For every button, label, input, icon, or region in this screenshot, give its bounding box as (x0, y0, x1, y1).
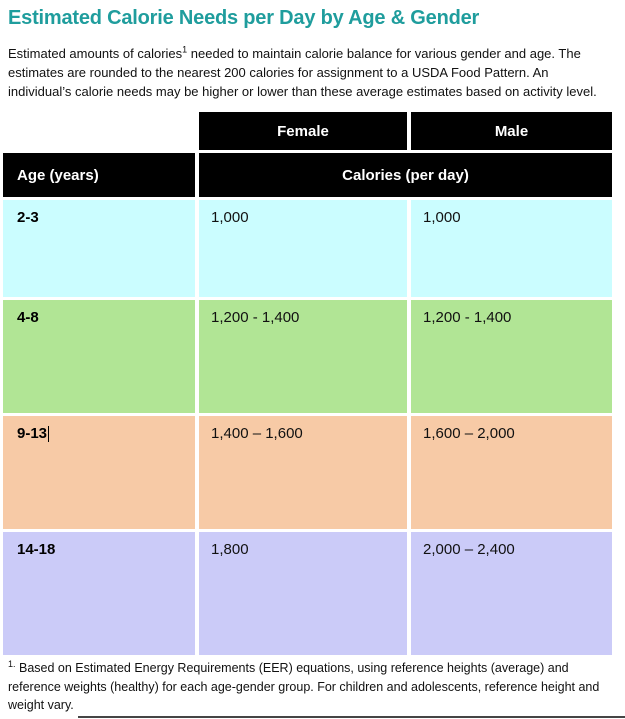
calories-value: 2,000 – 2,400 (423, 541, 515, 558)
bottom-divider-line (78, 716, 625, 718)
column-header-female[interactable]: Female (199, 112, 407, 150)
calories-value: 1,200 - 1,400 (211, 309, 300, 326)
column-header-male[interactable]: Male (411, 112, 612, 150)
male-calories-cell[interactable]: 2,000 – 2,400 (411, 532, 612, 655)
calories-value: 1,600 – 2,000 (423, 425, 515, 442)
age-cell[interactable]: 2-3 (3, 200, 195, 297)
page-title[interactable]: Estimated Calorie Needs per Day by Age &… (8, 7, 480, 29)
text-cursor-caret (48, 426, 50, 442)
calorie-needs-table: Female Male Age (years) Calories (per da… (3, 112, 612, 658)
category-header-row: Age (years) Calories (per day) (3, 153, 612, 197)
age-cell[interactable]: 9-13 (3, 416, 195, 529)
male-calories-cell[interactable]: 1,600 – 2,000 (411, 416, 612, 529)
gender-header-row: Female Male (3, 112, 612, 150)
intro-text-before: Estimated amounts of calories (8, 46, 183, 61)
intro-paragraph[interactable]: Estimated amounts of calories1 needed to… (8, 44, 614, 101)
age-cell[interactable]: 4-8 (3, 300, 195, 413)
age-label: 9-13 (17, 425, 48, 442)
intro-text-after: needed to maintain calorie balance for v… (8, 46, 597, 99)
age-label: 14-18 (17, 541, 56, 558)
table-row-age-9-13: 9-13 1,400 – 1,600 1,600 – 2,000 (3, 416, 612, 529)
footnote-text: Based on Estimated Energy Requirements (… (8, 661, 600, 712)
female-calories-cell[interactable]: 1,200 - 1,400 (199, 300, 407, 413)
male-calories-cell[interactable]: 1,000 (411, 200, 612, 297)
intro-footnote-ref: 1 (182, 44, 188, 55)
female-calories-cell[interactable]: 1,000 (199, 200, 407, 297)
age-cell[interactable]: 14-18 (3, 532, 195, 655)
calories-value: 1,200 - 1,400 (423, 309, 512, 326)
column-header-calories[interactable]: Calories (per day) (199, 153, 612, 197)
age-label: 2-3 (17, 209, 39, 226)
column-header-age[interactable]: Age (years) (3, 153, 195, 197)
female-calories-cell[interactable]: 1,400 – 1,600 (199, 416, 407, 529)
calories-value: 1,000 (423, 209, 461, 226)
footnote-marker: 1. (8, 658, 16, 669)
female-calories-cell[interactable]: 1,800 (199, 532, 407, 655)
age-label: 4-8 (17, 309, 39, 326)
male-calories-cell[interactable]: 1,200 - 1,400 (411, 300, 612, 413)
table-row-age-2-3: 2-3 1,000 1,000 (3, 200, 612, 297)
table-row-age-14-18: 14-18 1,800 2,000 – 2,400 (3, 532, 612, 655)
calories-value: 1,800 (211, 541, 249, 558)
calories-value: 1,400 – 1,600 (211, 425, 303, 442)
footnote[interactable]: 1. Based on Estimated Energy Requirement… (8, 659, 620, 715)
table-row-age-4-8: 4-8 1,200 - 1,400 1,200 - 1,400 (3, 300, 612, 413)
corner-empty-cell (3, 112, 195, 150)
calories-value: 1,000 (211, 209, 249, 226)
